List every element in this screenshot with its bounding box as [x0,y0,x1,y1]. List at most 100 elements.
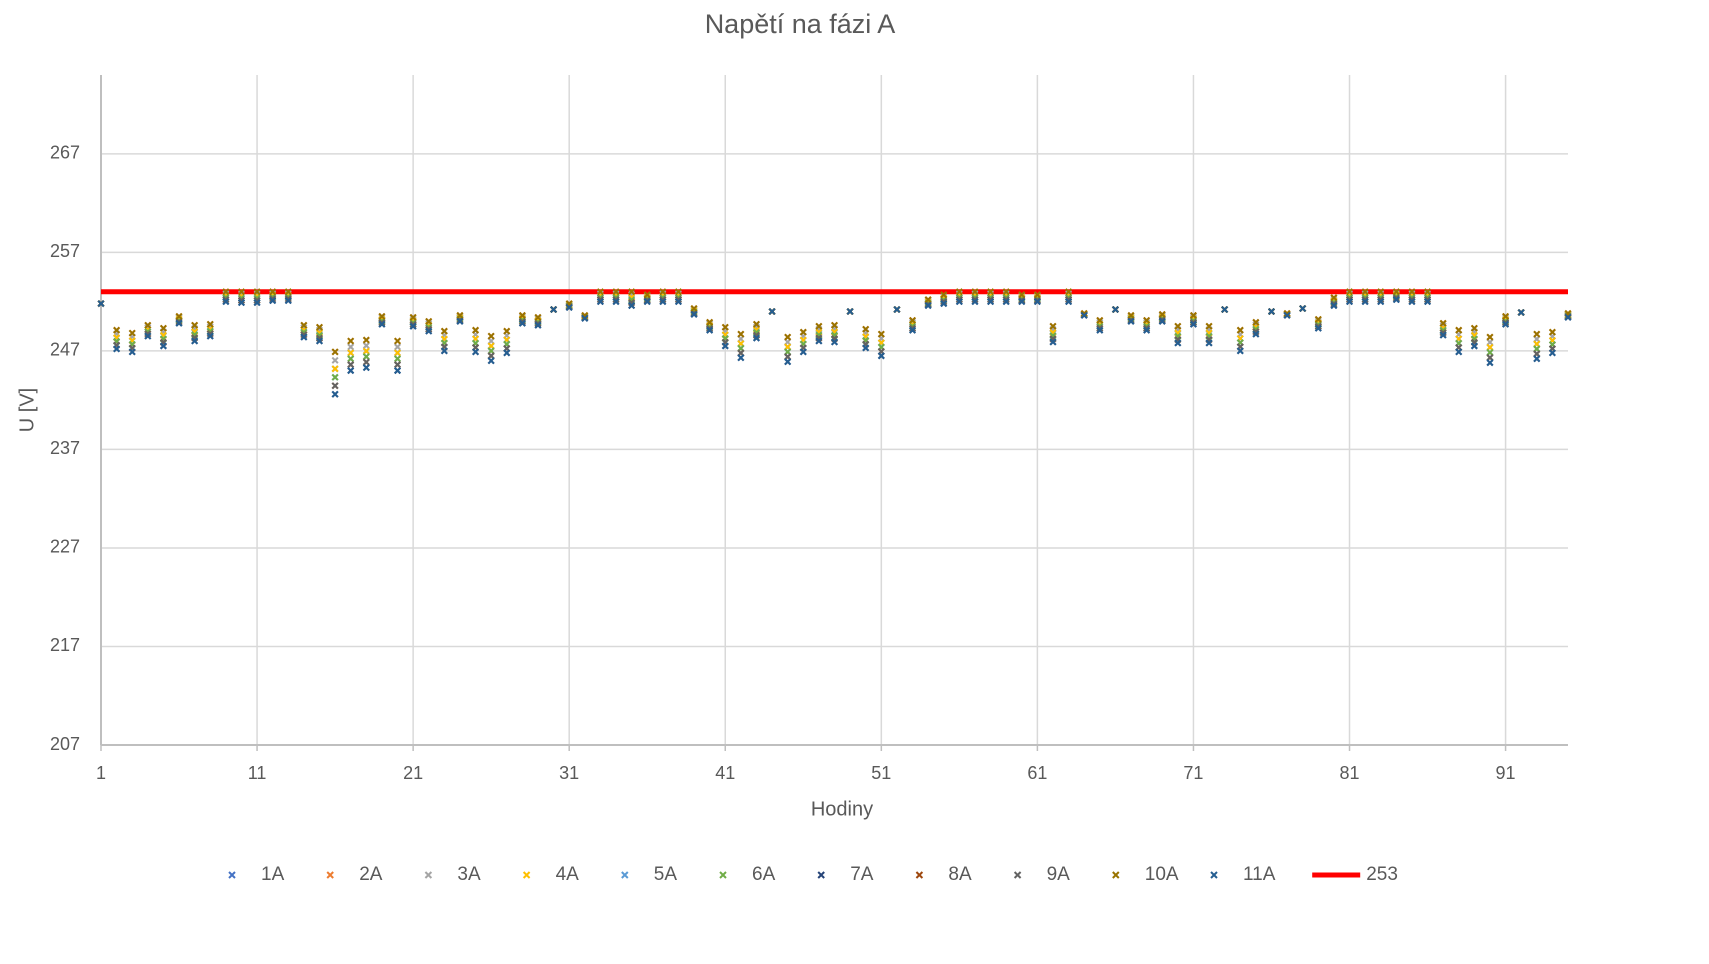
data-point [472,326,480,334]
data-point [674,298,682,306]
data-point [362,353,370,361]
data-point [1205,339,1213,347]
legend-label: 10A [1145,864,1179,885]
data-point [237,288,245,296]
x-tick-label: 71 [1183,763,1203,783]
data-point [596,298,604,306]
data-point [1096,316,1104,324]
data-point [752,320,760,328]
data-point [331,356,339,364]
data-point [1330,302,1338,310]
data-point [456,317,464,325]
data-point [378,312,386,320]
data-point [674,296,682,304]
data-point [1236,347,1244,355]
data-point [440,347,448,355]
data-point [1033,291,1041,299]
data-point [1377,298,1385,306]
data-point [1361,296,1369,304]
data-point [331,373,339,381]
data-point [659,298,667,306]
data-point [1392,296,1400,304]
x-tick-label: 31 [559,763,579,783]
data-point [1564,313,1572,321]
data-point [1033,298,1041,306]
data-point [1236,326,1244,334]
data-point [1143,316,1151,324]
data-point [752,334,760,342]
data-point [877,352,885,360]
data-point [315,323,323,331]
data-point [1252,318,1260,326]
y-tick-label: 227 [50,537,80,557]
y-tick-label: 257 [50,241,80,261]
data-point [596,296,604,304]
data-point [175,319,183,327]
data-point [706,318,714,326]
data-point [799,348,807,356]
data-point [425,317,433,325]
data-point [737,330,745,338]
data-point [830,338,839,346]
legend-label: 1A [261,864,285,885]
data-point [1377,288,1385,296]
x-tick-label: 61 [1027,763,1047,783]
x-tick-label: 81 [1339,763,1359,783]
data-point [1377,296,1385,304]
data-point [1221,305,1229,314]
data-point [347,361,355,369]
data-point [909,326,917,334]
data-point [1470,324,1478,332]
data-point [269,297,277,305]
chart-title: Napětí na fázi A [705,9,896,39]
x-tick-label: 1 [96,763,106,783]
legend-marker [228,871,236,879]
data-point [409,313,417,321]
data-point [1299,305,1307,313]
data-point [487,357,495,365]
data-point [971,298,979,306]
data-point [1346,298,1354,306]
data-point [1174,322,1182,330]
data-point [1267,307,1275,315]
data-point [987,298,995,306]
data-point [347,349,355,357]
data-point [987,288,995,296]
data-point [518,311,526,319]
data-point [550,305,558,314]
data-point [1392,288,1400,296]
data-point [1158,317,1166,325]
data-point [1283,309,1291,317]
legend-marker [1013,871,1022,879]
data-point [1548,328,1556,336]
data-point [1455,326,1463,334]
legend-label: 4A [556,864,580,885]
data-point [862,325,870,333]
data-point [534,321,542,329]
legend-label: 253 [1366,864,1398,885]
data-point [425,327,433,335]
data-point [378,319,386,327]
data-point [284,288,292,296]
data-point [409,320,417,328]
data-point [768,307,776,315]
data-point [1080,309,1088,317]
data-point [909,324,917,332]
data-point [1517,308,1525,316]
data-point [1408,288,1416,296]
data-point [799,328,807,336]
data-point [862,344,870,352]
data-point [737,354,745,362]
data-point [159,342,167,350]
data-point [940,300,948,308]
data-point [1439,319,1447,327]
data-point [784,333,792,341]
data-point [144,332,152,340]
legend-label: 5A [654,864,678,885]
data-point [612,298,620,306]
data-point [1049,338,1057,346]
data-point [1143,326,1151,334]
data-point [206,332,214,340]
data-point [253,296,261,304]
